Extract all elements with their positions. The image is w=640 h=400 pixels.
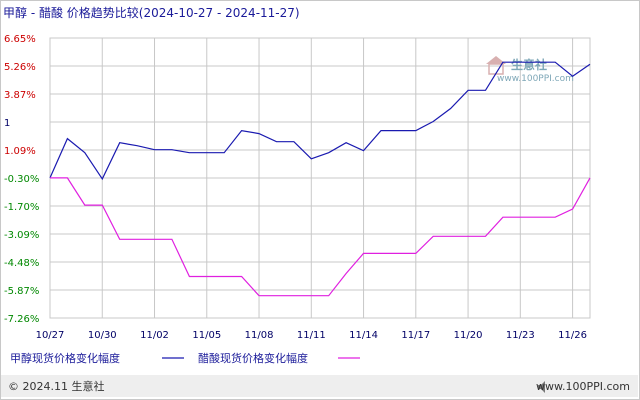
y-tick-label: 1.09% xyxy=(4,146,36,157)
speaker-icon xyxy=(538,381,545,393)
series-line-2 xyxy=(50,177,591,297)
legend-label-series-1: 甲醇现货价格变化幅度 xyxy=(10,351,120,365)
y-tick-label: 5.26% xyxy=(4,62,36,73)
x-tick-label: 11/23 xyxy=(506,330,535,341)
series-line-1 xyxy=(49,61,591,181)
watermark-brand: 生意社 xyxy=(511,57,547,72)
chart-title: 甲醇 - 醋酸 价格趋势比较(2024-10-27 - 2024-11-27) xyxy=(3,5,300,20)
x-tick-label: 11/14 xyxy=(349,330,378,341)
grid-lines xyxy=(50,38,590,318)
y-tick-label: -0.30% xyxy=(4,174,39,185)
y-tick-label: -3.09% xyxy=(4,230,39,241)
footer-url: www.100PPI.com xyxy=(536,380,630,393)
logo-roof xyxy=(486,56,506,64)
footer: © 2024.11 生意社 www.100PPI.com xyxy=(1,375,638,397)
y-tick-label: -5.87% xyxy=(4,286,39,297)
y-tick-label: -4.48% xyxy=(4,258,39,269)
x-tick-label: 10/30 xyxy=(88,330,117,341)
x-tick-label: 10/27 xyxy=(36,330,65,341)
watermark: 生意社 www.100PPI.com xyxy=(486,56,574,84)
watermark-url: www.100PPI.com xyxy=(497,74,574,84)
y-tick-label: 1 xyxy=(4,118,10,129)
series-lines xyxy=(49,61,591,297)
speaker-body xyxy=(538,381,545,393)
y-tick-label: -1.70% xyxy=(4,202,39,213)
x-tick-label: 11/02 xyxy=(140,330,169,341)
x-tick-label: 11/17 xyxy=(401,330,430,341)
footer-background xyxy=(1,375,638,397)
x-tick-label: 11/11 xyxy=(297,330,326,341)
y-tick-label: 3.87% xyxy=(4,90,36,101)
y-tick-label: -7.26% xyxy=(4,314,39,325)
x-tick-label: 11/05 xyxy=(192,330,221,341)
legend-label-series-2: 醋酸现货价格变化幅度 xyxy=(198,351,308,365)
x-tick-label: 11/20 xyxy=(454,330,483,341)
y-axis-ticks: 6.65% 5.26% 3.87% 1 1.09% -0.30% -1.70% -3.09% -… xyxy=(4,34,39,325)
footer-copyright: © 2024.11 生意社 xyxy=(8,379,104,393)
y-tick-label: 6.65% xyxy=(4,34,36,45)
x-axis-ticks: 10/27 10/30 11/02 11/05 11/08 11/11 11/14 11/17… xyxy=(36,330,587,341)
x-tick-label: 11/26 xyxy=(558,330,587,341)
legend: 甲醇现货价格变化幅度 醋酸现货价格变化幅度 xyxy=(10,351,360,365)
x-tick-label: 11/08 xyxy=(245,330,274,341)
